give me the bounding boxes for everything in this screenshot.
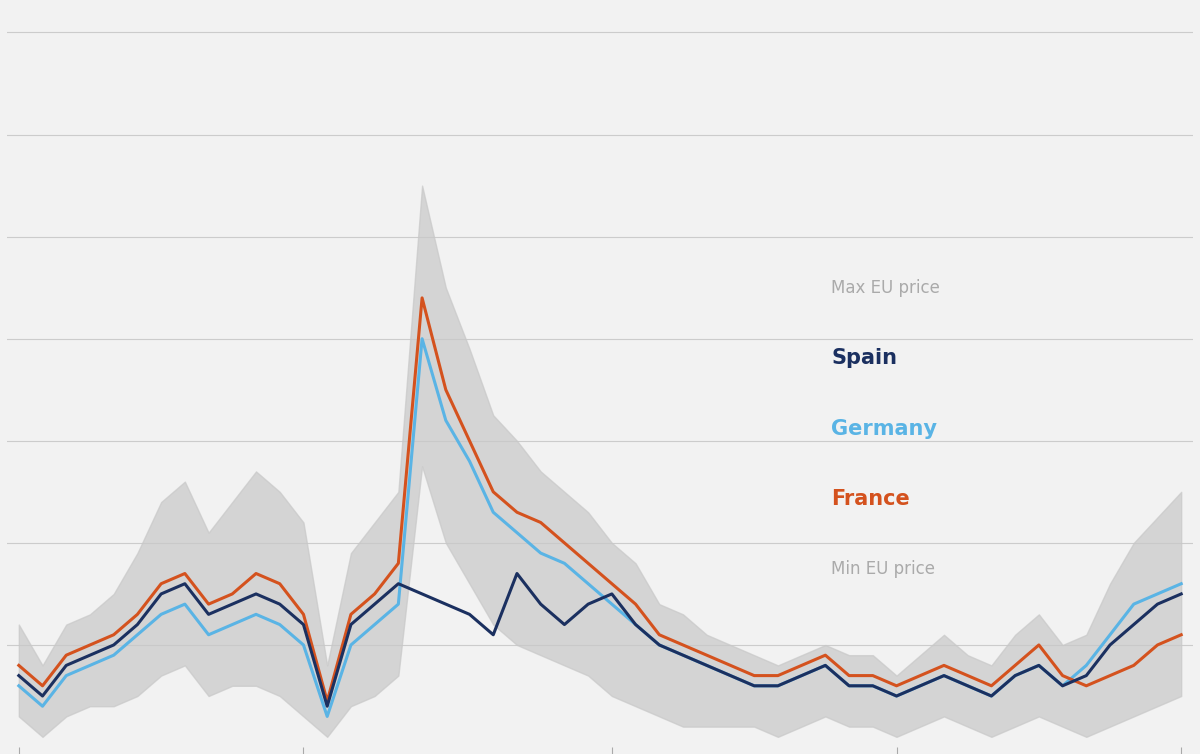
- Text: Germany: Germany: [832, 418, 937, 439]
- Text: Max EU price: Max EU price: [832, 279, 940, 297]
- Text: France: France: [832, 489, 910, 509]
- Text: Spain: Spain: [832, 348, 898, 369]
- Text: Min EU price: Min EU price: [832, 560, 935, 578]
